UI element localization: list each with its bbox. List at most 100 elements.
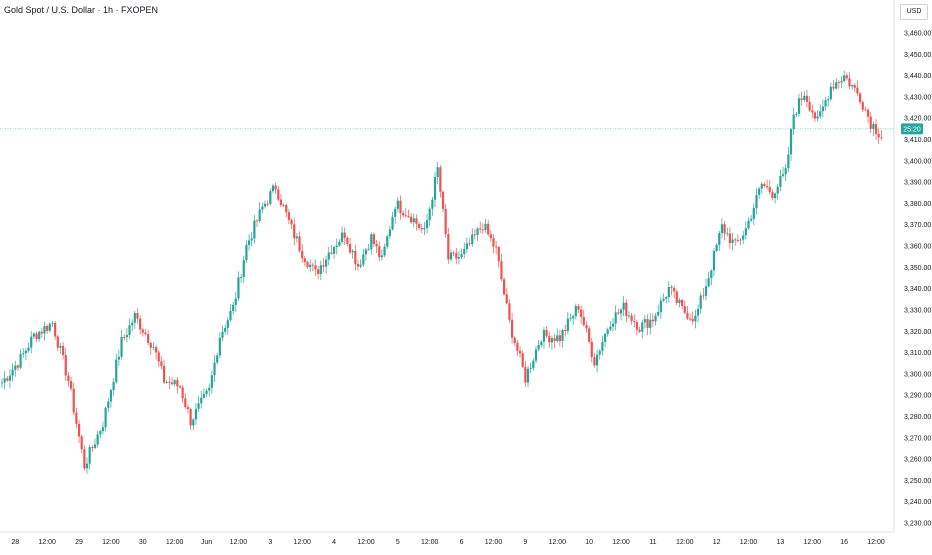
candle bbox=[622, 296, 625, 317]
candle bbox=[293, 217, 296, 246]
candle bbox=[603, 332, 607, 348]
candle bbox=[720, 218, 724, 239]
candle bbox=[295, 232, 298, 243]
candle bbox=[32, 332, 35, 340]
x-tick-label: 12 bbox=[713, 539, 721, 546]
chart-title: Gold Spot / U.S. Dollar · 1h · FXOPEN bbox=[4, 5, 159, 15]
candle bbox=[22, 348, 25, 358]
candle bbox=[274, 182, 277, 194]
candle bbox=[197, 396, 200, 412]
candle bbox=[534, 345, 538, 364]
candle bbox=[221, 325, 224, 342]
candle bbox=[62, 341, 65, 360]
candle bbox=[107, 397, 110, 413]
candle bbox=[553, 334, 556, 349]
candle bbox=[184, 393, 187, 409]
x-tick-label: 6 bbox=[460, 539, 464, 546]
x-axis[interactable]: 28 12:00 29 12:00 30 12:00 Jun 12:00 3 12:00 4 12:0… bbox=[0, 531, 894, 546]
candle bbox=[35, 331, 38, 343]
candle bbox=[380, 249, 383, 261]
candle bbox=[558, 329, 561, 347]
candle bbox=[808, 96, 811, 113]
candle bbox=[840, 76, 843, 88]
candle bbox=[125, 328, 128, 343]
candle bbox=[91, 445, 94, 452]
y-axis[interactable]: 3,230.00 3,240.00 3,250.00 3,260.00 3,270.00… bbox=[893, 0, 932, 550]
candle bbox=[168, 376, 171, 390]
y-tick-label: 3,270.00 bbox=[904, 435, 931, 442]
x-tick-label: 10 bbox=[585, 539, 593, 546]
candle bbox=[386, 234, 389, 249]
candle bbox=[383, 243, 386, 258]
candle bbox=[518, 346, 522, 358]
candle bbox=[848, 71, 851, 90]
candle bbox=[601, 335, 604, 356]
candle bbox=[250, 232, 253, 247]
candle bbox=[354, 244, 357, 271]
candle bbox=[38, 330, 41, 342]
x-tick-label: 12:00 bbox=[548, 539, 566, 546]
candle bbox=[229, 303, 232, 322]
candle bbox=[843, 70, 846, 83]
y-tick-label: 3,320.00 bbox=[904, 329, 931, 336]
candle bbox=[540, 340, 543, 348]
candle bbox=[396, 197, 399, 213]
candle bbox=[24, 347, 28, 361]
candle bbox=[80, 434, 83, 454]
candle bbox=[781, 166, 785, 178]
candle bbox=[96, 430, 99, 448]
candle bbox=[803, 90, 806, 103]
x-tick-label: 12:00 bbox=[740, 539, 758, 546]
candle bbox=[144, 329, 147, 336]
candle bbox=[343, 227, 346, 245]
currency-button[interactable]: USD bbox=[900, 4, 928, 20]
candle bbox=[194, 403, 198, 425]
candles-layer bbox=[0, 70, 883, 474]
candle bbox=[548, 331, 551, 349]
candle bbox=[797, 94, 801, 117]
candle bbox=[606, 327, 609, 337]
candle bbox=[123, 334, 126, 341]
candle bbox=[526, 366, 530, 388]
candle bbox=[728, 227, 732, 249]
candle bbox=[202, 388, 206, 399]
current-price-badge: 25:20 bbox=[901, 123, 923, 135]
candle bbox=[723, 220, 726, 241]
x-tick-label: 12:00 bbox=[293, 539, 311, 546]
candle bbox=[399, 195, 402, 220]
candle bbox=[635, 320, 639, 336]
candle bbox=[463, 242, 466, 259]
candle bbox=[641, 319, 644, 339]
candle bbox=[630, 312, 633, 325]
candle bbox=[242, 255, 245, 284]
candle bbox=[768, 180, 771, 195]
candle bbox=[492, 234, 495, 254]
candle bbox=[247, 234, 251, 251]
candle bbox=[115, 353, 118, 384]
candle bbox=[46, 324, 49, 335]
candle bbox=[6, 376, 9, 382]
candle bbox=[529, 362, 532, 374]
candle bbox=[755, 188, 758, 215]
candle bbox=[877, 128, 880, 144]
candle bbox=[651, 313, 654, 328]
x-tick-label: 12:00 bbox=[357, 539, 375, 546]
x-tick-label: 11 bbox=[649, 539, 656, 546]
candle bbox=[83, 445, 86, 471]
candle bbox=[314, 259, 317, 276]
candle bbox=[513, 336, 516, 346]
candle bbox=[837, 80, 840, 89]
candle bbox=[585, 321, 588, 333]
candle bbox=[325, 255, 328, 274]
candle bbox=[149, 341, 152, 356]
candle bbox=[269, 188, 272, 207]
candle bbox=[617, 308, 620, 315]
candle bbox=[449, 249, 453, 262]
candle bbox=[779, 169, 782, 192]
candle bbox=[734, 237, 737, 246]
candle bbox=[593, 352, 596, 368]
candle bbox=[287, 209, 291, 225]
x-tick-label: 12:00 bbox=[612, 539, 630, 546]
